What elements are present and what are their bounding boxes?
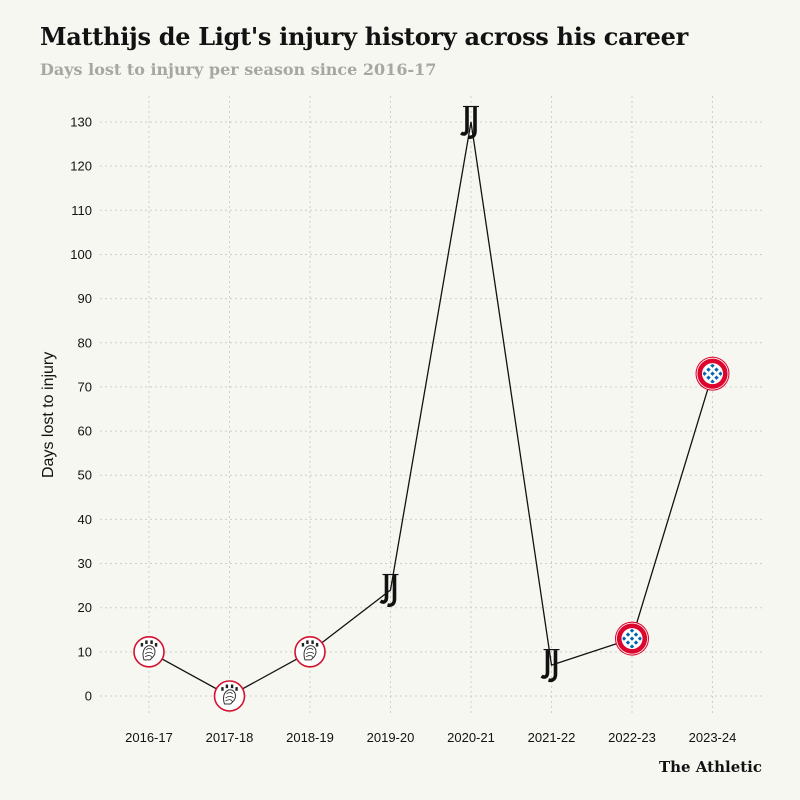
x-tick-label: 2023-24 [689,730,737,745]
y-tick-label: 60 [78,424,92,439]
x-tick-label: 2017-18 [206,730,254,745]
x-tick-label: 2019-20 [367,730,415,745]
juventus-crest-icon [460,105,479,140]
bayern-crest-icon [615,621,649,656]
grid-lines [100,96,763,716]
y-tick-label: 70 [78,379,92,394]
y-tick-label: 30 [78,556,92,571]
x-tick-label: 2018-19 [286,730,334,745]
chart-subtitle: Days lost to injury per season since 201… [40,60,437,79]
y-tick-label: 10 [78,644,92,659]
chart-title: Matthijs de Ligt's injury history across… [40,22,688,51]
x-tick-label: 2022-23 [608,730,656,745]
y-tick-label: 50 [78,468,92,483]
y-tick-label: 0 [85,689,92,704]
ajax-crest-icon [133,636,165,668]
y-tick-label: 80 [78,335,92,350]
x-tick-label: 2021-22 [528,730,576,745]
juventus-crest-icon [540,648,560,683]
x-tick-label: 2020-21 [447,730,495,745]
y-tick-label: 20 [78,600,92,615]
bayern-crest-icon [695,356,730,391]
y-tick-label: 130 [70,115,92,130]
juventus-crest-icon [379,573,399,608]
y-tick-label: 120 [70,159,92,174]
ajax-crest-icon [294,636,326,668]
the-athletic-logo: The Athletic [658,758,762,776]
x-tick-labels: 2016-17 2017-18 2018-19 2019-20 2020-21 2021-… [125,730,736,745]
data-point-markers [133,105,730,712]
ajax-crest-icon [213,680,246,712]
y-tick-label: 100 [70,247,92,262]
x-tick-label: 2016-17 [125,730,173,745]
series-line [148,121,714,697]
y-tick-labels: 0 10 20 30 40 50 60 70 80 90 100 110 120 130 [70,115,92,704]
y-tick-label: 40 [78,512,92,527]
y-tick-label: 110 [71,203,92,218]
y-tick-label: 90 [78,291,92,306]
